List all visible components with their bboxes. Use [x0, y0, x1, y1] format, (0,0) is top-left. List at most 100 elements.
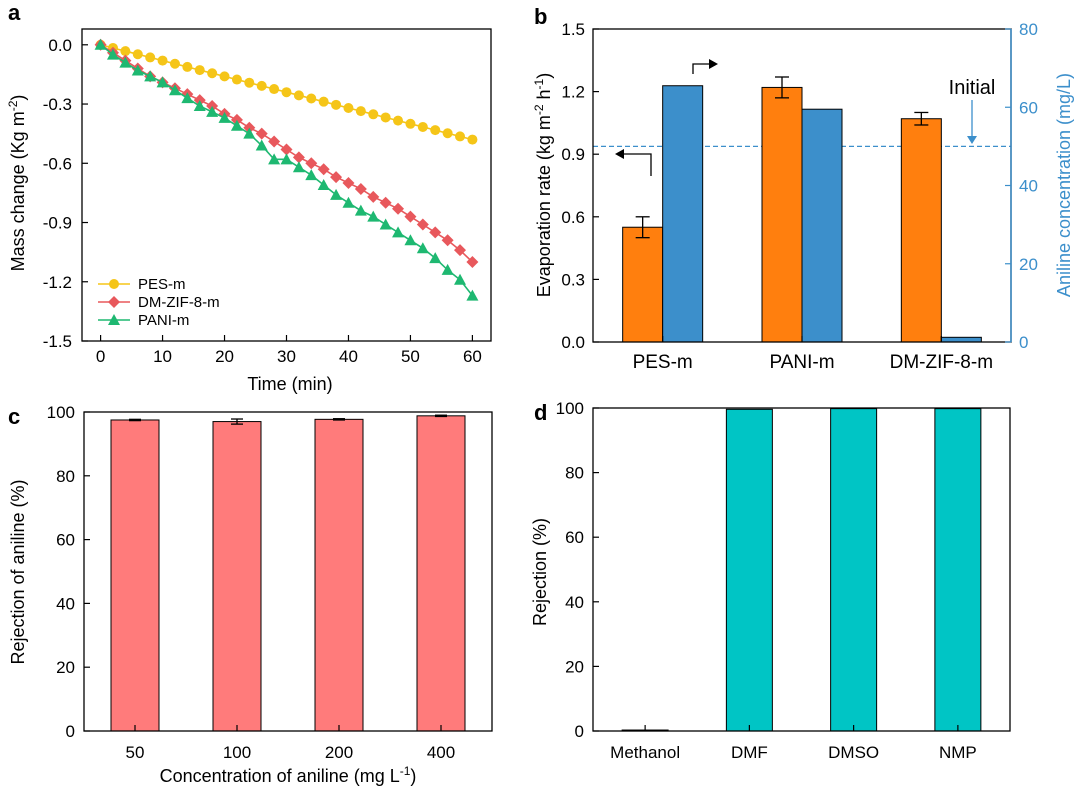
x-tick-label: Methanol	[610, 743, 680, 762]
panel-label-a: a	[8, 0, 21, 25]
data-point-pani-m	[119, 56, 132, 68]
y-tick-label-right: 20	[1019, 255, 1038, 274]
x-tick-label: PES-m	[633, 352, 693, 373]
legend-marker-dm-zif-8-m	[108, 296, 120, 308]
data-point-pani-m	[94, 38, 107, 50]
bar-evaporation-pani-m	[761, 86, 803, 343]
data-point-pes-m	[169, 58, 180, 69]
x-tick-label: 100	[223, 743, 251, 762]
x-tick-label: 60	[463, 347, 482, 366]
data-point-pes-m	[306, 93, 317, 104]
panel-label-b: b	[534, 4, 547, 29]
panel-c-y-axis-label: Rejection of aniline (%)	[8, 479, 28, 664]
data-point-pes-m	[293, 90, 304, 101]
error-bar-dm-zif-8-m	[914, 111, 929, 126]
bar-evaporation-pes-m	[622, 226, 664, 343]
y-tick-label: 80	[565, 464, 584, 483]
y-tick-label: 40	[565, 593, 584, 612]
data-point-pani-m	[218, 111, 231, 123]
data-point-pes-m	[281, 87, 292, 98]
error-bar-100	[231, 418, 243, 425]
data-point-pes-m	[256, 80, 267, 91]
data-point-pes-m	[467, 134, 478, 145]
data-point-pes-m	[380, 112, 391, 123]
data-point-pes-m	[182, 61, 193, 72]
y-tick-label-right: 80	[1019, 20, 1038, 39]
error-bar-50	[129, 418, 141, 422]
y-tick-label: 40	[56, 594, 75, 613]
data-point-pes-m	[269, 84, 280, 95]
x-tick-label: 10	[153, 347, 172, 366]
legend-label-pes-m: PES-m	[138, 276, 186, 293]
data-point-pani-m	[106, 48, 119, 60]
data-point-pes-m	[430, 125, 441, 136]
y-tick-label: 80	[56, 467, 75, 486]
data-point-pes-m	[120, 46, 131, 57]
data-point-pani-m	[206, 105, 219, 117]
data-point-dm-zif-8-m	[255, 127, 268, 140]
data-point-pes-m	[331, 99, 342, 110]
data-point-dm-zif-8-m	[330, 171, 343, 184]
data-point-pani-m	[230, 119, 243, 131]
y-tick-label-right: 60	[1019, 98, 1038, 117]
data-point-pes-m	[219, 71, 230, 82]
series-pes-m	[95, 39, 478, 145]
y-tick-label: 60	[56, 531, 75, 550]
panel-b-left-y-axis-label: Evaporation rate (kg m-2 h-1)	[532, 73, 554, 297]
data-point-pani-m	[305, 169, 318, 181]
y-tick-label-left: 0.9	[561, 145, 585, 164]
x-tick-label: 40	[339, 347, 358, 366]
data-point-pes-m	[132, 49, 143, 60]
panel-label-d: d	[534, 400, 547, 425]
error-bar-pes-m	[635, 216, 650, 239]
data-point-pes-m	[455, 131, 466, 142]
data-point-pani-m	[181, 92, 194, 104]
data-point-pes-m	[145, 52, 156, 63]
data-point-dm-zif-8-m	[305, 157, 318, 170]
data-point-dm-zif-8-m	[342, 177, 355, 190]
data-point-pani-m	[404, 234, 417, 246]
data-point-pani-m	[255, 139, 268, 151]
y-tick-label: -1.5	[43, 332, 72, 351]
x-tick-label: 30	[277, 347, 296, 366]
panel-c-frame	[83, 411, 493, 732]
data-point-pes-m	[355, 106, 366, 117]
data-point-pani-m	[131, 64, 144, 76]
y-tick-label-left: 1.5	[561, 20, 585, 39]
legend-marker-pani-m	[108, 314, 120, 325]
x-tick-label: NMP	[939, 743, 977, 762]
y-tick-label: -1.2	[43, 273, 72, 292]
bar-50	[110, 419, 160, 732]
y-tick-label: 20	[565, 657, 584, 676]
data-point-dm-zif-8-m	[441, 234, 454, 247]
x-tick-label: 400	[427, 743, 455, 762]
y-tick-label: -0.9	[43, 214, 72, 233]
error-bar-200	[333, 418, 345, 421]
bar-aniline-pani-m	[801, 108, 843, 343]
data-point-pani-m	[429, 252, 442, 264]
data-point-dm-zif-8-m	[354, 182, 367, 195]
legend-marker-pes-m	[109, 279, 119, 289]
panel-d-bar-chart: Methanol DMF DMSO NMP 0 20 40 60 80 100 Rejection…	[530, 399, 1011, 762]
data-point-pani-m	[168, 84, 181, 96]
data-point-dm-zif-8-m	[454, 244, 467, 257]
data-point-pes-m	[393, 115, 404, 126]
y-tick-label-left: 1.2	[561, 83, 585, 102]
data-point-dm-zif-8-m	[466, 256, 479, 269]
series-line-pani-m	[100, 44, 474, 297]
data-point-pani-m	[441, 263, 454, 275]
x-tick-label: DMSO	[828, 743, 879, 762]
data-point-pes-m	[442, 128, 453, 139]
x-tick-label: PANI-m	[769, 352, 834, 373]
data-point-pes-m	[417, 121, 428, 132]
y-tick-label: 100	[556, 399, 584, 418]
data-point-pes-m	[207, 68, 218, 79]
panel-c-bar-chart: 50 100 200 400 0 20 40 60 80 100 Concentration of…	[8, 403, 493, 786]
data-point-pani-m	[144, 70, 157, 82]
panel-d-frame	[592, 407, 1011, 732]
legend-label-pani-m: PANI-m	[138, 312, 189, 329]
data-point-pani-m	[156, 76, 169, 88]
data-point-pes-m	[244, 77, 255, 88]
x-tick-label: 50	[401, 347, 420, 366]
